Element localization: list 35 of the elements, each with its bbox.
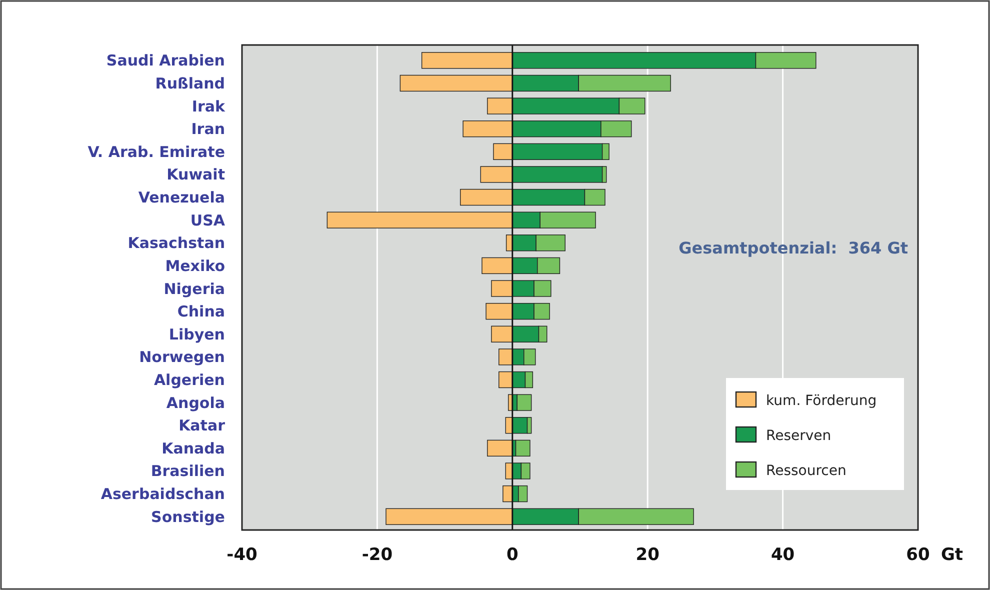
y-tick-label: Kuwait — [166, 166, 225, 184]
y-tick-label: Iran — [191, 120, 225, 138]
y-tick-label: Nigeria — [164, 280, 225, 298]
y-tick-label: Algerien — [154, 370, 225, 389]
y-tick-label: V. Arab. Emirate — [88, 142, 225, 161]
y-tick-label: Irak — [192, 97, 226, 116]
y-tick-label: Brasilien — [150, 462, 225, 480]
x-tick-label: -20 — [362, 545, 393, 565]
bar — [516, 394, 532, 411]
y-tick-label: Angola — [166, 394, 225, 412]
y-tick-label: Norwegen — [139, 348, 225, 366]
bar — [487, 440, 513, 456]
x-tick-label: 20 — [636, 545, 660, 565]
y-tick-label: Katar — [178, 416, 226, 435]
y-tick-label: China — [177, 302, 225, 321]
x-axis-title: Gt — [940, 545, 964, 565]
legend-label: Reserven — [766, 428, 832, 444]
y-tick-label: Mexiko — [165, 256, 225, 275]
x-tick-label: 60 — [906, 545, 930, 565]
y-tick-label: USA — [190, 211, 226, 230]
y-tick-label: Libyen — [168, 325, 225, 344]
bar — [515, 440, 530, 456]
y-tick-label: Aserbaidschan — [100, 485, 225, 504]
y-tick-label: Sonstige — [151, 508, 225, 526]
y-tick-label: Saudi Arabien — [106, 52, 225, 70]
legend-label: kum. Förderung — [766, 392, 877, 409]
y-tick-label: Rußland — [155, 74, 225, 92]
x-tick-label: -40 — [226, 545, 258, 565]
y-tick-label: Kasachstan — [128, 234, 225, 252]
legend-label: Ressourcen — [766, 462, 846, 479]
x-tick-label: 0 — [506, 545, 518, 565]
annotation: Gesamtpotenzial: 364 Gt — [678, 238, 908, 258]
x-tick-label: 40 — [770, 545, 795, 565]
y-tick-label: Venezuela — [138, 188, 225, 207]
y-tick-label: Kanada — [162, 439, 225, 458]
